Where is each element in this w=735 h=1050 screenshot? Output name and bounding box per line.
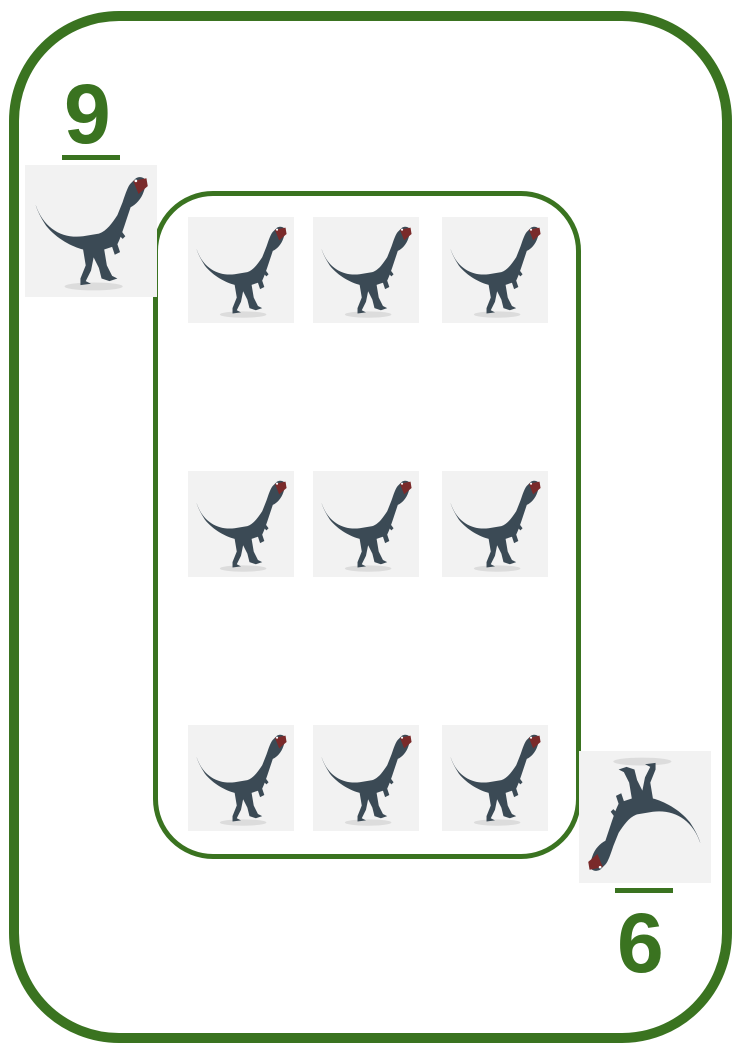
rank-bottom: 6: [617, 896, 664, 990]
card-border: [9, 11, 732, 1043]
card-inner-frame: [153, 191, 581, 859]
rank-underline-top: [62, 155, 120, 160]
pip-raptor-icon: [442, 217, 548, 323]
rank-overline-bottom: [615, 888, 673, 893]
rank-top: 9: [64, 67, 111, 161]
pip-raptor-icon: [442, 725, 548, 831]
corner-raptor-icon: [25, 165, 157, 297]
pip-raptor-icon: [442, 471, 548, 577]
pip-raptor-icon: [188, 471, 294, 577]
pip-raptor-icon: [313, 725, 419, 831]
pip-raptor-icon: [313, 217, 419, 323]
corner-raptor-icon-inverted: [579, 751, 711, 883]
pip-raptor-icon: [188, 217, 294, 323]
pip-raptor-icon: [188, 725, 294, 831]
pip-raptor-icon: [313, 471, 419, 577]
